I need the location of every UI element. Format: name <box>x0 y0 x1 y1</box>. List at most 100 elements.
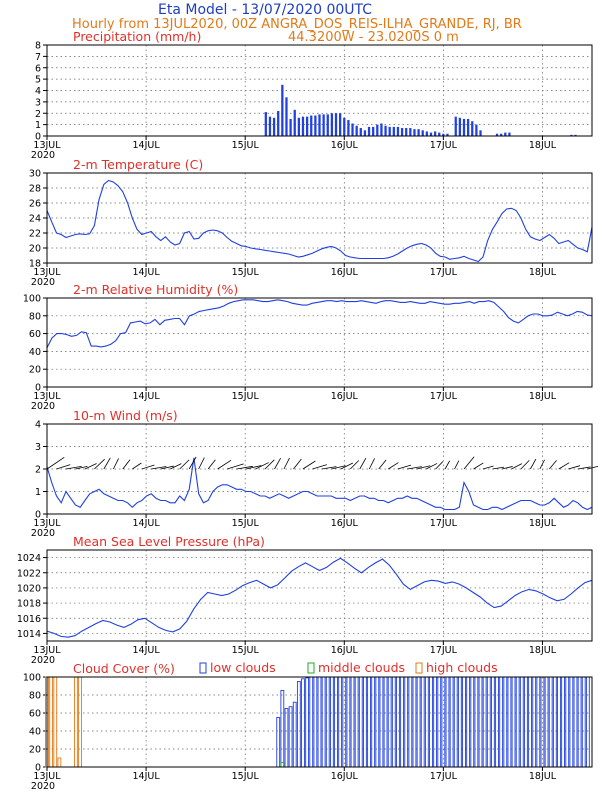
x-tick-label: 14JUL <box>133 518 161 529</box>
cloud-bar-low-clouds <box>317 676 322 768</box>
precip-bar <box>574 134 577 136</box>
y-tick-label: 0 <box>35 763 41 774</box>
panel-frame <box>46 172 593 264</box>
cloud-bar-low-clouds <box>280 690 285 768</box>
wind-arrow <box>198 457 205 470</box>
x-tick-label: 18JUL <box>529 645 557 656</box>
wind-arrow <box>359 458 367 470</box>
wind-arrow <box>463 456 475 470</box>
wind-arrow <box>520 460 530 470</box>
precip-bar <box>384 125 387 136</box>
precip-bar <box>351 123 354 136</box>
wind-arrow <box>170 463 182 470</box>
precip-bar <box>277 110 280 136</box>
cloud-bar-high-clouds <box>53 676 58 768</box>
x-tick-label: 13JUL <box>33 771 61 782</box>
panel-frame <box>46 44 593 137</box>
cloud-bar-low-clouds <box>569 676 574 768</box>
cloud-bar-low-clouds <box>305 677 310 768</box>
y-tick-label: 1018 <box>17 599 41 610</box>
wind-arrow <box>416 465 431 470</box>
cloud-bar-low-clouds <box>391 676 396 768</box>
y-tick-label: 1014 <box>17 629 41 640</box>
cloud-bar-low-clouds <box>367 676 371 768</box>
precip-bar <box>438 132 441 136</box>
y-tick-label: 4 <box>35 420 41 431</box>
cloud-bar-low-clouds <box>474 676 479 768</box>
wind-arrow <box>122 459 131 470</box>
wind-arrow <box>549 460 557 470</box>
panel-frame <box>46 676 593 768</box>
x-tick-label: 14JUL <box>133 391 161 402</box>
y-tick-label: 1 <box>35 120 41 131</box>
precip-bar <box>417 129 420 136</box>
wind-arrow <box>226 463 244 470</box>
precip-bar <box>347 120 350 136</box>
y-tick-label: 1020 <box>17 583 41 594</box>
y-tick-label: 80 <box>29 311 41 322</box>
x-tick-label: 15JUL <box>232 391 260 402</box>
cloud-bar-low-clouds <box>288 706 293 768</box>
wind-arrow <box>84 463 97 470</box>
cloud-bar-low-clouds <box>338 676 343 768</box>
y-tick-label: 30 <box>29 169 41 180</box>
x-tick-label: 17JUL <box>430 645 458 656</box>
cloud-bar-low-clouds <box>511 676 516 768</box>
x-tick-label: 17JUL <box>430 771 458 782</box>
wind-arrow <box>46 457 65 470</box>
precip-bar <box>388 126 391 136</box>
wind-arrow <box>94 458 105 470</box>
precip-bar <box>446 133 449 136</box>
wind-arrow <box>236 465 253 470</box>
cloud-bar-low-clouds <box>478 676 483 768</box>
cloud-bar-low-clouds <box>301 678 305 768</box>
cloud-bar-low-clouds <box>354 676 359 768</box>
precip-bar <box>380 123 383 136</box>
y-tick-label: 2 <box>35 465 41 476</box>
wind-arrow <box>435 461 444 470</box>
cloud-bar-low-clouds <box>363 676 367 768</box>
series-line <box>46 557 593 638</box>
x-tick-label: 13JUL <box>33 140 61 151</box>
wind-arrow <box>558 462 570 470</box>
y-tick-label: 4 <box>35 86 41 97</box>
panel-title: Cloud Cover (%) <box>73 661 175 676</box>
wind-arrow <box>245 465 262 470</box>
legend-label: middle clouds <box>318 660 405 675</box>
wind-arrow <box>473 462 484 470</box>
wind-arrow <box>293 458 302 470</box>
y-tick-label: 18 <box>29 259 41 270</box>
cloud-bar-low-clouds <box>387 676 392 768</box>
wind-arrow <box>530 458 537 470</box>
cloud-bar-low-clouds <box>404 676 409 768</box>
wind-arrow <box>160 465 174 470</box>
precip-bar <box>433 131 437 136</box>
cloud-bar-low-clouds <box>371 676 376 768</box>
precip-bar <box>343 117 346 136</box>
panel-6: 0 20 40 60 80 100 13JUL 14JUL 15JUL 16JUL 17JUL 18J… <box>23 660 593 792</box>
cloud-bar-low-clouds <box>383 676 388 768</box>
precip-bar <box>376 124 379 136</box>
cloud-bar-low-clouds <box>585 676 590 768</box>
cloud-bar-low-clouds <box>457 676 462 768</box>
precip-bar <box>289 118 292 136</box>
x-tick-label: 14JUL <box>133 771 161 782</box>
y-tick-label: 60 <box>29 329 41 340</box>
wind-arrow <box>568 465 581 470</box>
cloud-bar-low-clouds <box>573 676 578 768</box>
cloud-bar-low-clouds <box>532 676 537 768</box>
precip-bar <box>285 97 288 136</box>
cloud-bar-low-clouds <box>519 676 524 768</box>
cloud-bar-low-clouds <box>276 717 281 768</box>
panel-title: Precipitation (mm/h) <box>73 29 201 44</box>
precip-bar <box>367 126 371 136</box>
cloud-bar-low-clouds <box>420 676 425 768</box>
cloud-bar-low-clouds <box>309 676 314 768</box>
y-tick-label: 40 <box>29 347 41 358</box>
cloud-bar-low-clouds <box>346 676 351 768</box>
precip-bar <box>405 128 408 136</box>
x-tick-label: 14JUL <box>133 140 161 151</box>
wind-arrow <box>217 459 232 470</box>
